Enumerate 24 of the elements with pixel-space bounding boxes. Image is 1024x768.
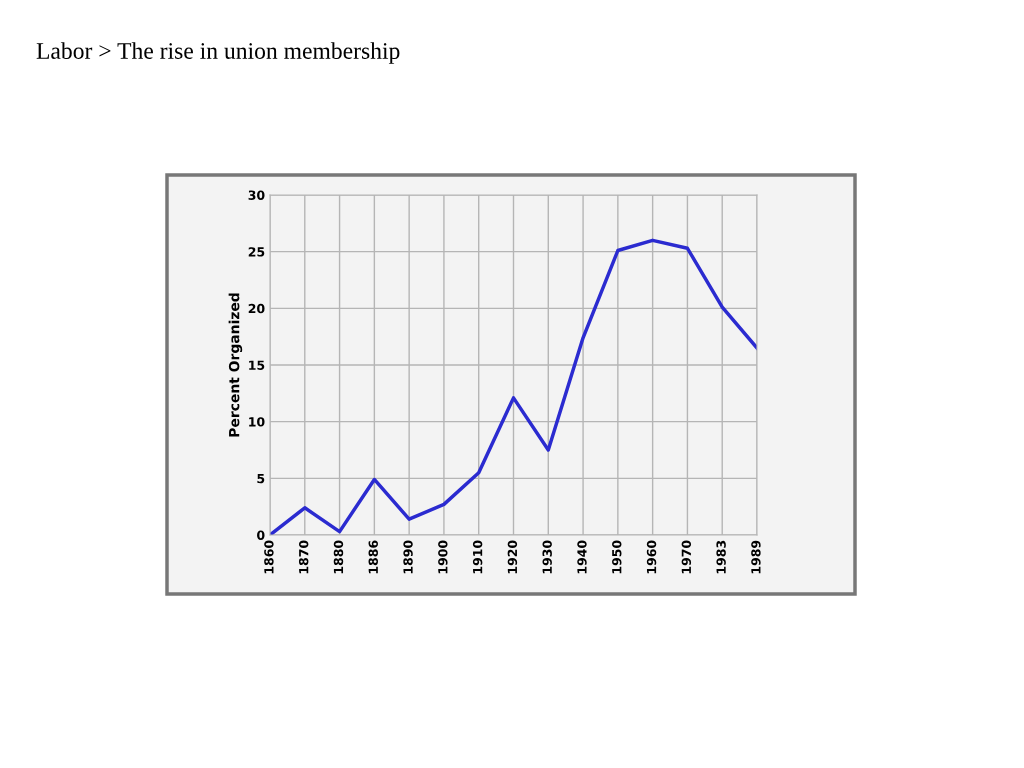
x-tick-label: 1960 — [646, 540, 657, 574]
x-tick-label: 1930 — [542, 540, 552, 574]
y-tick-label: 25 — [248, 247, 265, 257]
x-tick-label: 1860 — [264, 540, 274, 574]
x-tick-label: 1983 — [716, 540, 726, 574]
y-tick-label: 10 — [249, 417, 265, 427]
y-tick-label: 15 — [249, 360, 265, 370]
x-tick-label: 1890 — [403, 540, 413, 574]
x-tick-label: 1920 — [507, 540, 518, 574]
x-tick-label: 1989 — [751, 540, 761, 574]
y-tick-label: 0 — [257, 530, 265, 540]
x-tick-label: 1870 — [298, 540, 309, 574]
x-tick-label: 1910 — [472, 540, 483, 574]
y-tick-label: 5 — [257, 473, 265, 484]
y-axis-title: Percent Organized — [228, 293, 243, 437]
y-tick-label: 20 — [248, 303, 265, 314]
x-tick-label: 1970 — [681, 540, 692, 574]
x-tick-label: 1950 — [612, 540, 622, 574]
y-tick-label: 30 — [248, 190, 265, 200]
x-tick-label: 1900 — [438, 540, 448, 574]
x-tick-label: 1880 — [333, 540, 344, 574]
x-tick-label: 1940 — [577, 540, 587, 574]
x-tick-label: 1886 — [368, 540, 378, 574]
chart-title: Labor > The rise in union membership — [36, 42, 400, 64]
